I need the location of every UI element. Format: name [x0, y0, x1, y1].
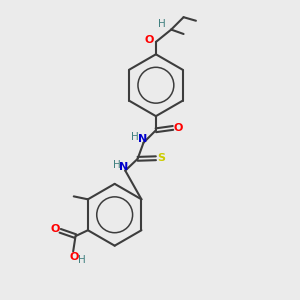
- Text: O: O: [174, 123, 183, 133]
- Text: O: O: [70, 252, 79, 262]
- Text: H: H: [158, 19, 166, 29]
- Text: S: S: [157, 153, 165, 163]
- Text: O: O: [50, 224, 60, 234]
- Text: H: H: [77, 255, 85, 265]
- Text: O: O: [145, 35, 154, 46]
- Text: H: H: [131, 132, 139, 142]
- Text: N: N: [119, 162, 129, 172]
- Text: N: N: [138, 134, 147, 144]
- Text: H: H: [113, 160, 121, 170]
